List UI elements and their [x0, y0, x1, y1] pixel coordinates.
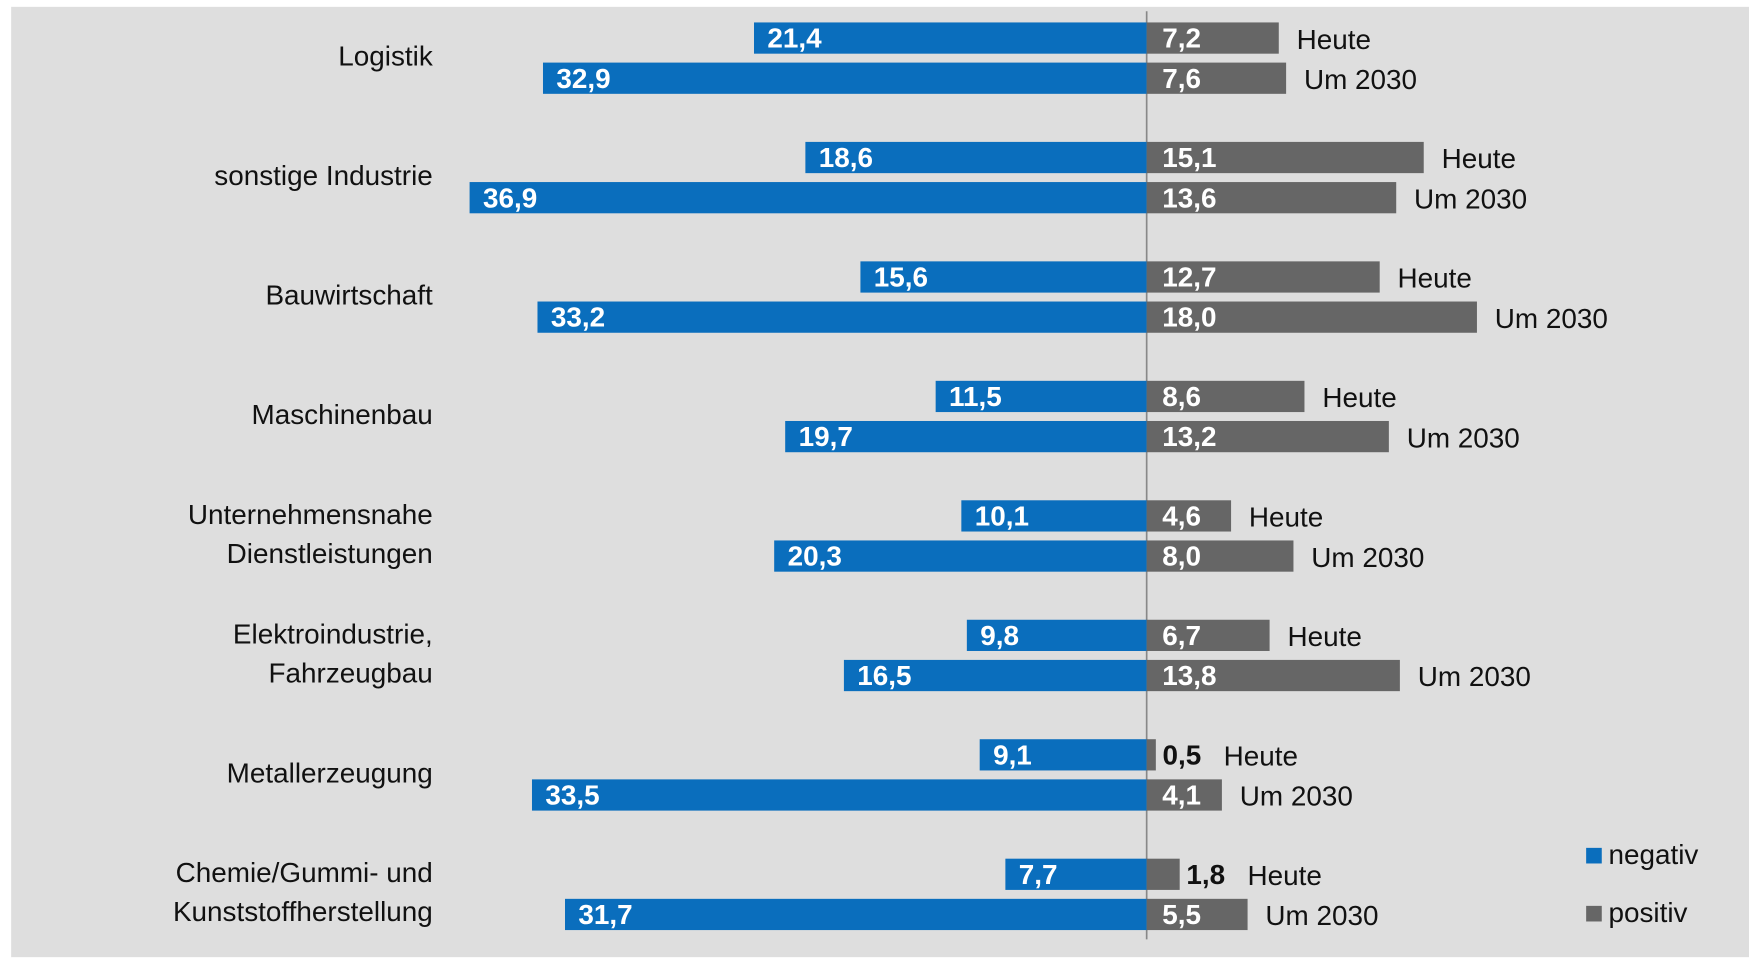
bar [961, 500, 1147, 532]
value-label: 15,1 [1162, 142, 1216, 173]
legend-swatch [1586, 905, 1602, 922]
bar [1146, 858, 1180, 890]
category-label: Dienstleistungen [227, 538, 433, 569]
bar [774, 540, 1147, 572]
bar [469, 182, 1147, 214]
value-label: 7,6 [1162, 63, 1201, 94]
period-label: Um 2030 [1414, 183, 1527, 214]
category-label: Logistik [338, 40, 433, 71]
period-label: Um 2030 [1304, 64, 1417, 95]
value-label: 8,0 [1162, 541, 1201, 572]
category-label: Kunststoffherstellung [173, 896, 433, 927]
category-label: Chemie/Gummi- und [176, 857, 433, 888]
value-label: 7,7 [1019, 859, 1058, 890]
period-label: Heute [1297, 24, 1371, 55]
value-label: 12,7 [1162, 262, 1216, 293]
bar [805, 141, 1147, 174]
category-label: Fahrzeugbau [269, 657, 433, 688]
bar [537, 301, 1147, 333]
value-label: 15,6 [874, 262, 928, 293]
bar [1146, 62, 1287, 94]
value-label: 9,1 [993, 739, 1032, 770]
bar [1146, 301, 1477, 333]
value-label: 31,7 [578, 899, 632, 930]
value-label: 18,0 [1162, 302, 1216, 333]
bar [966, 619, 1147, 651]
value-label: 6,7 [1162, 620, 1201, 651]
value-label: 33,2 [551, 302, 605, 333]
value-label: 8,6 [1162, 381, 1201, 412]
value-label: 13,6 [1162, 182, 1216, 213]
category-label: sonstige Industrie [214, 160, 432, 191]
value-label: 13,8 [1162, 660, 1216, 691]
period-label: Heute [1247, 860, 1321, 891]
bar [1146, 261, 1380, 293]
bar [979, 739, 1147, 771]
bar [860, 261, 1147, 293]
category-label: Elektroindustrie, [233, 618, 433, 649]
bar [1146, 659, 1400, 692]
bar [565, 898, 1147, 931]
bar [1146, 420, 1389, 453]
value-label: 0,5 [1163, 739, 1202, 770]
value-label: 13,2 [1162, 421, 1216, 452]
value-label: 4,1 [1162, 780, 1201, 811]
bar [1146, 380, 1305, 413]
period-label: Heute [1398, 263, 1472, 294]
bar [785, 420, 1147, 453]
bar [935, 380, 1147, 413]
value-label: 21,4 [767, 23, 822, 54]
legend-swatch [1586, 847, 1602, 864]
value-label: 11,5 [949, 381, 1002, 412]
period-label: Heute [1442, 143, 1516, 174]
value-label: 18,6 [819, 142, 873, 173]
period-label: Heute [1322, 382, 1396, 413]
value-label: 16,5 [857, 660, 911, 691]
legend-label: positiv [1608, 897, 1687, 928]
bar [542, 62, 1147, 94]
value-label: 4,6 [1162, 500, 1201, 531]
period-label: Um 2030 [1418, 661, 1531, 692]
bar [1146, 898, 1248, 931]
bar [1005, 858, 1147, 890]
period-label: Heute [1287, 621, 1361, 652]
value-label: 9,8 [980, 620, 1019, 651]
value-label: 1,8 [1186, 859, 1225, 890]
period-label: Um 2030 [1407, 422, 1520, 453]
value-label: 20,3 [788, 541, 842, 572]
bar [1146, 619, 1270, 651]
value-label: 36,9 [483, 182, 537, 213]
value-label: 5,5 [1162, 899, 1201, 930]
category-label: Bauwirtschaft [265, 279, 433, 310]
period-label: Um 2030 [1495, 303, 1608, 334]
period-label: Um 2030 [1311, 542, 1424, 573]
value-label: 10,1 [975, 500, 1029, 531]
bar [531, 779, 1147, 811]
period-label: Um 2030 [1265, 900, 1378, 931]
value-label: 19,7 [799, 421, 853, 452]
bar [753, 22, 1147, 54]
bar [1146, 500, 1232, 532]
value-label: 33,5 [545, 780, 599, 811]
period-label: Heute [1249, 502, 1323, 533]
period-label: Heute [1224, 741, 1298, 772]
bar [1146, 141, 1424, 174]
category-label: Metallerzeugung [227, 757, 433, 788]
bar [1146, 540, 1294, 572]
category-label: Maschinenbau [251, 399, 432, 430]
bar [1146, 739, 1156, 771]
bar [1146, 182, 1397, 214]
value-label: 7,2 [1162, 23, 1201, 54]
category-label: Unternehmensnahe [188, 499, 433, 530]
value-label: 32,9 [556, 63, 610, 94]
period-label: Um 2030 [1240, 781, 1353, 812]
bar [843, 659, 1147, 692]
legend-label: negativ [1608, 839, 1698, 870]
bar [1146, 22, 1279, 54]
bar [1146, 779, 1222, 811]
